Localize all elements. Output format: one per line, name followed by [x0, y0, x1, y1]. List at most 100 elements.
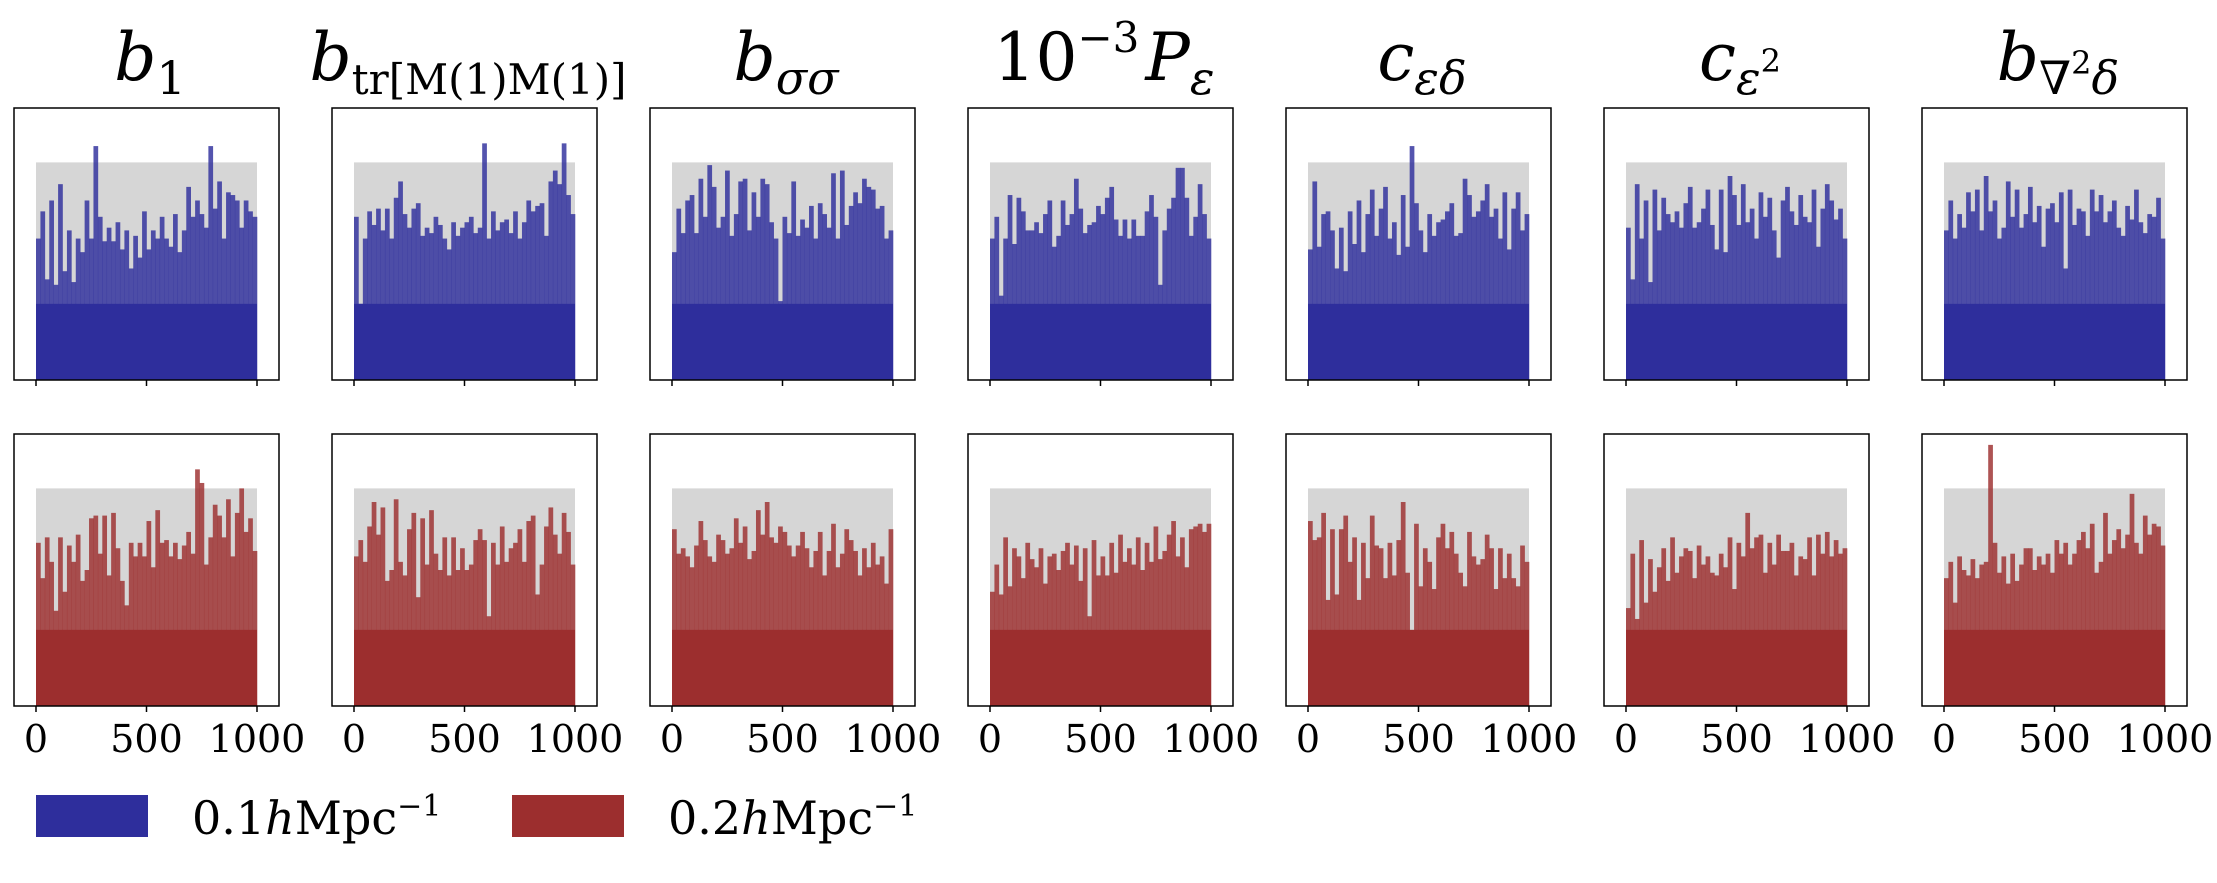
histogram-bar [230, 195, 236, 380]
histogram-bar [769, 222, 774, 380]
histogram-bar [698, 521, 704, 706]
histogram-bar [190, 553, 196, 706]
histogram-bar [1789, 542, 1795, 706]
histogram-bar [2107, 211, 2113, 380]
histogram-bar [137, 542, 143, 706]
histogram-bar [411, 512, 417, 706]
histogram-bar [1396, 540, 1402, 706]
histogram-bar [1639, 540, 1644, 706]
x-tick-label: 500 [1064, 717, 1137, 761]
histogram-bar [764, 184, 770, 380]
histogram-bar [1180, 537, 1185, 706]
histogram-bar [1983, 176, 1989, 380]
histogram-bar [212, 208, 218, 380]
histogram-bar [186, 186, 191, 380]
histogram-bar [680, 548, 686, 706]
histogram-bar [994, 216, 1000, 380]
histogram-bar [221, 537, 227, 706]
histogram-bar [2156, 526, 2161, 706]
histogram-bar [2116, 529, 2122, 706]
histogram-bar [2027, 548, 2033, 706]
histogram-bar [778, 526, 783, 706]
histogram-bar [437, 224, 443, 380]
histogram-bar [142, 211, 147, 380]
histogram-bar [1475, 211, 1481, 380]
histogram-bar [2160, 545, 2166, 706]
histogram-bar [1780, 550, 1786, 706]
histogram-bar [1206, 523, 1212, 706]
histogram-bar [2089, 523, 2095, 706]
histogram-bar [1202, 214, 1207, 380]
x-tick-label: 0 [1932, 717, 1956, 761]
histogram-bar [676, 553, 682, 706]
histogram-bar [1506, 553, 1512, 706]
histogram-bar [2058, 192, 2064, 380]
histogram-bar [1409, 146, 1415, 380]
histogram-bar [1171, 197, 1176, 380]
histogram-bar [1003, 537, 1008, 706]
base-block [354, 629, 575, 706]
histogram-bar [181, 545, 187, 706]
histogram-bar [2054, 222, 2060, 380]
histogram-bar [146, 521, 152, 706]
histogram-bar [477, 529, 483, 706]
panel-title-Pepsilon: 10−3Pε [993, 13, 1214, 105]
histogram-bar [164, 540, 169, 706]
histogram-bar [208, 146, 214, 380]
histogram-bar [499, 526, 505, 706]
histogram-bar [1732, 195, 1737, 380]
histogram-bar [504, 219, 509, 380]
histogram-bar [2072, 224, 2077, 380]
histogram-bar [1988, 444, 1993, 706]
histogram-bar [1462, 178, 1468, 380]
histogram-bar [1449, 203, 1455, 380]
histogram-bar [1643, 200, 1649, 380]
histogram-bar [442, 537, 448, 706]
histogram-bar [526, 521, 532, 706]
histogram-bar [384, 208, 390, 380]
histogram-bar [760, 178, 766, 380]
base-block [672, 629, 893, 706]
histogram-bar [539, 203, 545, 380]
histogram-bar [1316, 537, 1322, 706]
histogram-bar [1776, 534, 1781, 706]
histogram-bar [2054, 540, 2060, 706]
x-tick-label: 0 [1614, 717, 1638, 761]
histogram-bar [1749, 208, 1755, 380]
histogram-bar [1034, 222, 1039, 380]
histogram-bar [1193, 526, 1199, 706]
histogram-bar [1520, 545, 1525, 706]
histogram-bar [2134, 542, 2139, 706]
histogram-bar [857, 203, 863, 380]
histogram-bar [93, 146, 99, 380]
histogram-bar [1427, 214, 1433, 380]
histogram-bar [2103, 512, 2108, 706]
histogram-bar [1383, 186, 1388, 380]
histogram-bar [1670, 537, 1675, 706]
x-tick-label: 1000 [1481, 717, 1578, 761]
histogram-bar [769, 537, 774, 706]
histogram-bar [1701, 208, 1706, 380]
histogram-bar [1502, 192, 1508, 380]
histogram-bar [1400, 195, 1406, 380]
histogram-bar [848, 540, 854, 706]
histogram-bar [2094, 211, 2099, 380]
panel-6-row-1: 0 500 1000 [1921, 433, 2213, 761]
histogram-bar [2151, 216, 2157, 380]
histogram-bar [1109, 542, 1115, 706]
histogram-bar [875, 208, 881, 380]
histogram-bar [1758, 192, 1764, 380]
histogram-bar [1162, 550, 1168, 706]
histogram-bar [1144, 211, 1150, 380]
histogram-bar [2081, 211, 2086, 380]
histogram-bar [755, 216, 761, 380]
histogram-bar [888, 529, 894, 706]
histogram-bar [1012, 548, 1017, 706]
histogram-bar [1524, 214, 1530, 380]
panel-title-bnabla2delta: b∇2δ [1997, 19, 2119, 105]
base-block [1944, 303, 2165, 380]
histogram-bar [2147, 534, 2153, 706]
histogram-bar [1312, 540, 1318, 706]
histogram-bar [1727, 176, 1733, 380]
